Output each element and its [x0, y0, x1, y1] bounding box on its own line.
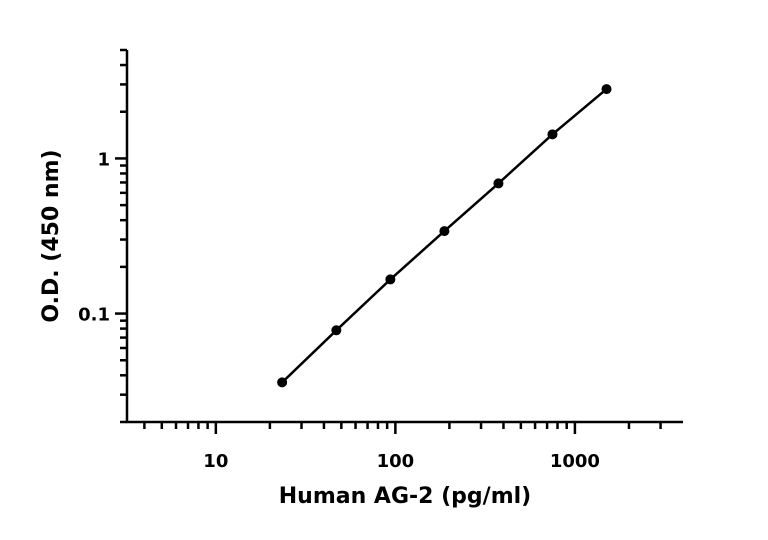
data-point [277, 377, 288, 388]
y-tick-label: 1 [97, 149, 110, 170]
data-point [385, 274, 396, 285]
data-point [439, 226, 450, 237]
data-point [331, 325, 342, 336]
x-tick-label: 100 [377, 451, 415, 472]
x-axis-title: Human AG-2 (pg/ml) [279, 484, 531, 509]
data-point [493, 178, 504, 189]
x-tick-label: 1000 [550, 451, 600, 472]
data-point [601, 84, 612, 95]
y-tick-label: 0.1 [78, 305, 110, 326]
x-tick-label: 10 [203, 451, 228, 472]
data-point [547, 129, 558, 140]
y-axis-title: O.D. (450 nm) [39, 149, 64, 322]
